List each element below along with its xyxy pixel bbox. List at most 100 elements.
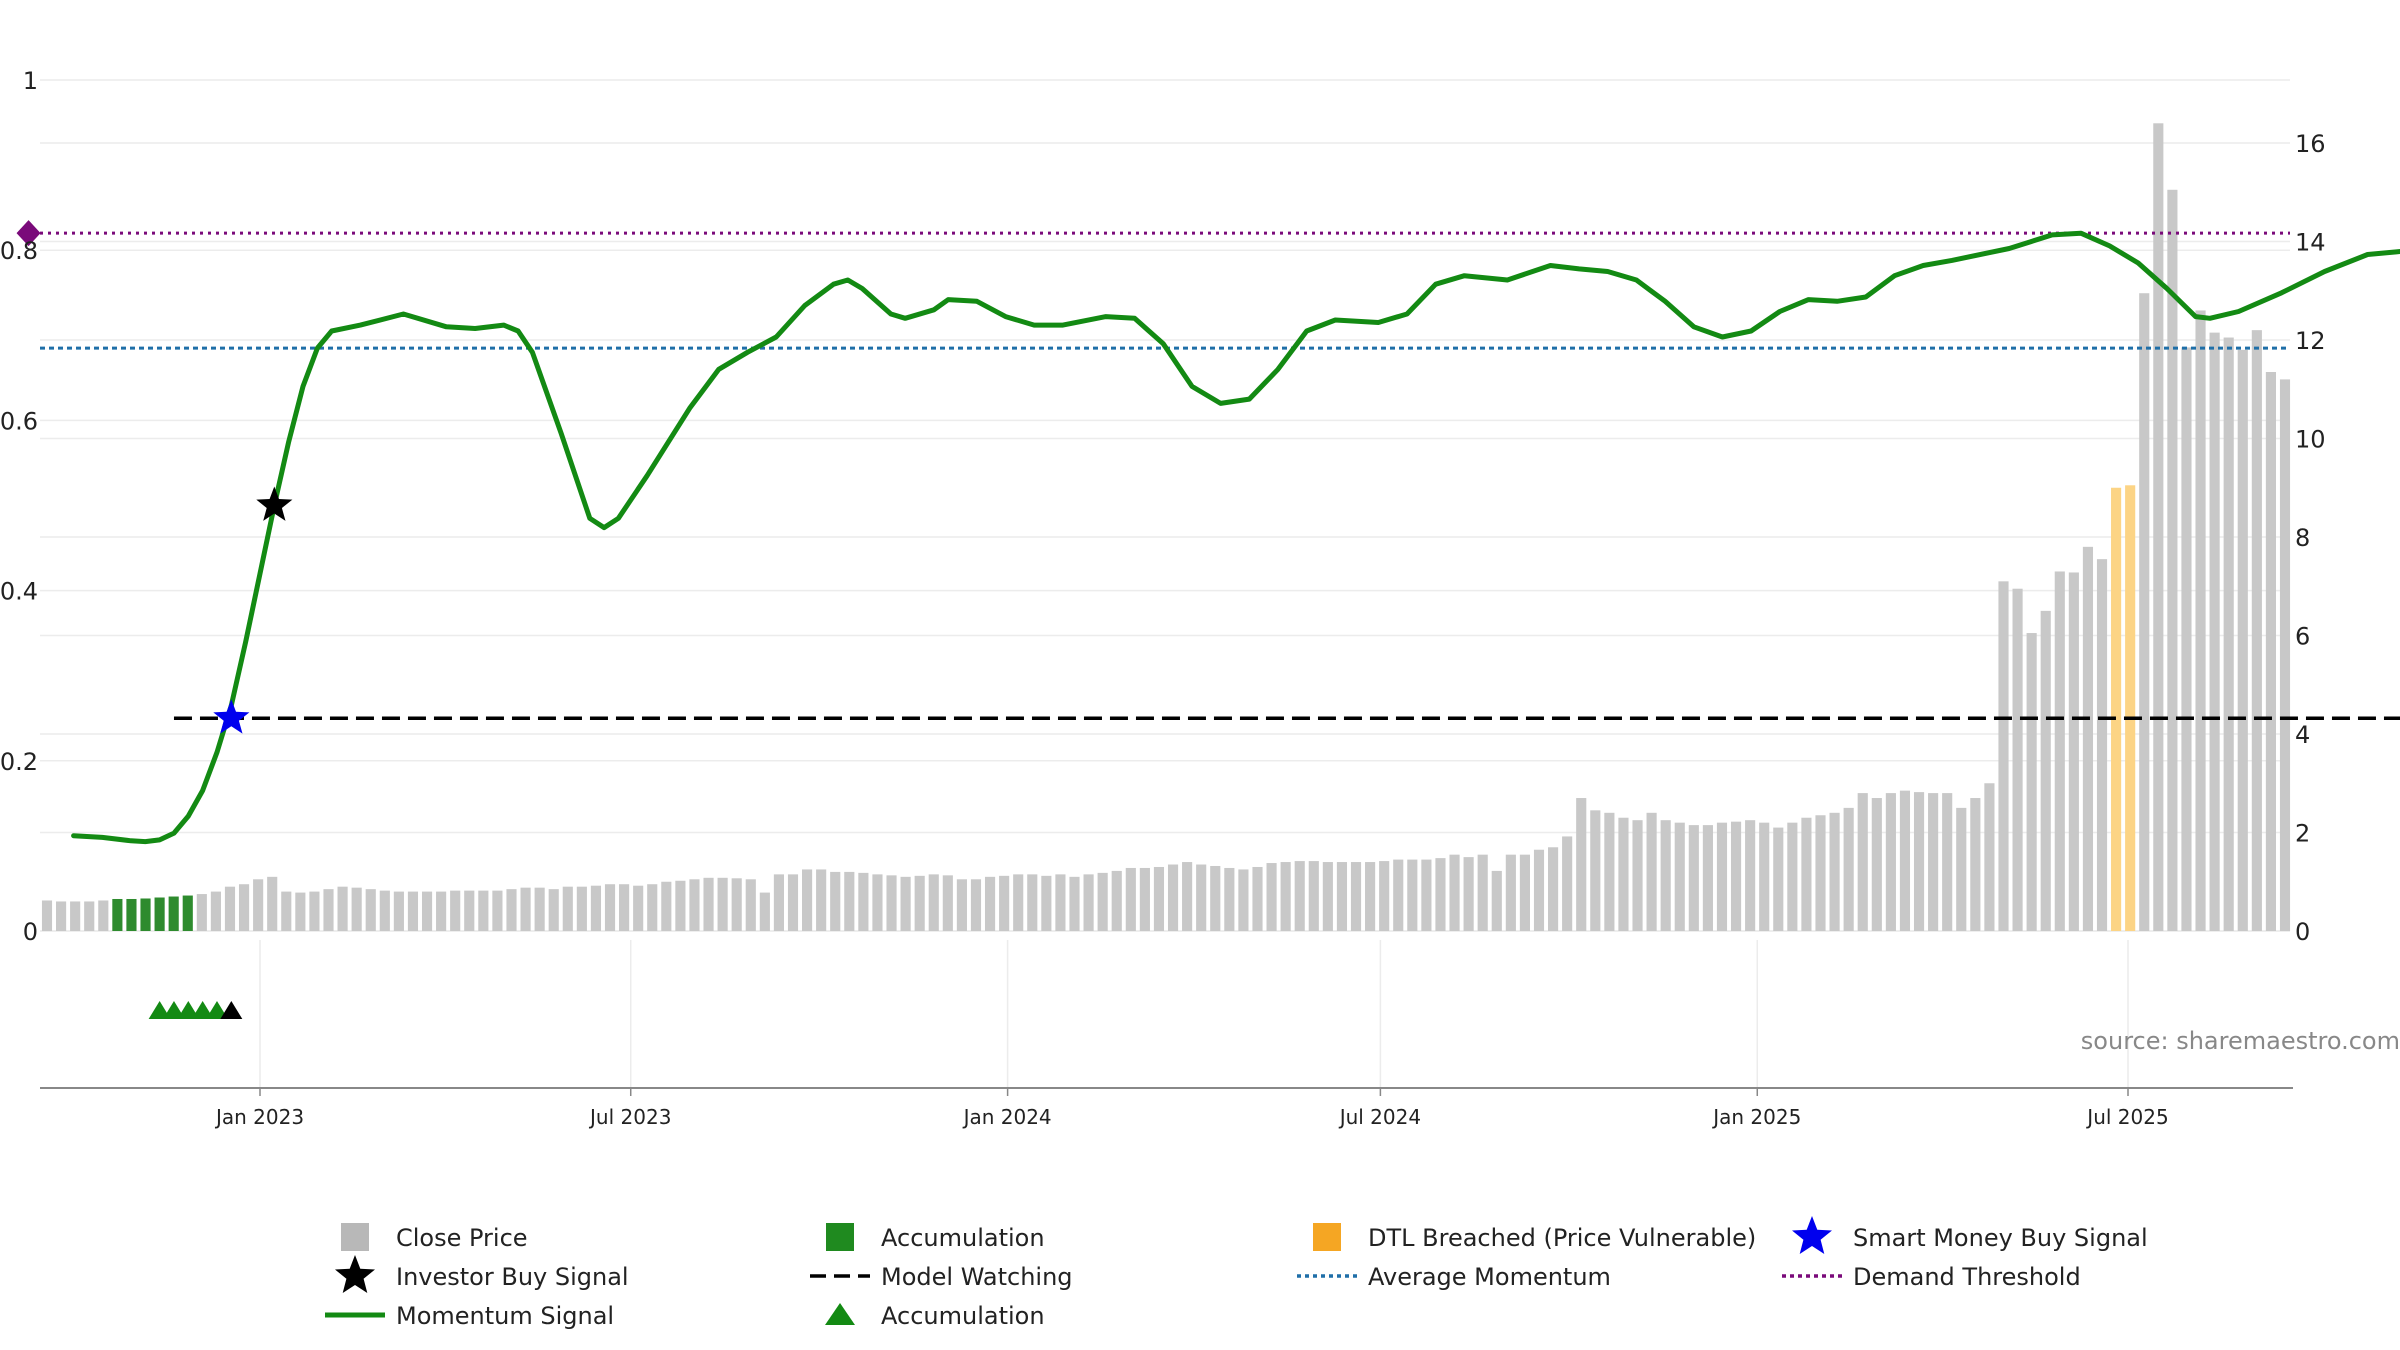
close-price-bar (1111, 870, 1122, 931)
legend-label: Momentum Signal (396, 1302, 614, 1330)
close-price-bar (41, 900, 53, 931)
left-tick-label: 0.4 (0, 578, 38, 606)
close-price-bar (2209, 332, 2220, 931)
grid-lines (40, 79, 2290, 1088)
close-price-bar (1308, 861, 1319, 931)
close-price-bar (787, 874, 799, 931)
close-price-bar (2223, 337, 2234, 932)
legend-label: Accumulation (881, 1302, 1045, 1330)
close-price-bar (534, 887, 545, 931)
close-price-bar (886, 875, 897, 931)
close-price-bar (1435, 858, 1446, 931)
close-price-bar (1421, 859, 1432, 931)
close-price-bar (1928, 793, 1939, 931)
close-price-bar (1083, 874, 1094, 931)
close-price-bar (675, 880, 686, 931)
close-price-bar (1956, 807, 1967, 931)
axes: Jan 2023 Jul 2023 Jan 2024 Jul 2024 Jan 2025… (0, 67, 2326, 1129)
close-price-bar (56, 901, 67, 931)
legend-label: Model Watching (881, 1263, 1073, 1291)
close-price-bar (1533, 849, 1545, 931)
legend-label: Accumulation (881, 1224, 1045, 1252)
momentum-signal-layer (71, 230, 2400, 845)
close-price-bar (126, 898, 137, 931)
right-tick-label: 0 (2295, 918, 2310, 946)
smart-money-buy-signal-star (213, 699, 250, 734)
legend-item: Close Price (341, 1223, 528, 1252)
close-price-bar (70, 901, 81, 931)
close-price-bar (1477, 854, 1488, 931)
close-price-bar (717, 877, 728, 931)
close-price-bar (619, 884, 630, 931)
close-price-bar (2153, 123, 2164, 932)
close-price-bar (337, 886, 348, 931)
left-tick-label: 0.2 (0, 748, 38, 776)
close-price-bar (1519, 854, 1530, 931)
close-price-bar (633, 885, 644, 931)
close-price-bar (323, 889, 334, 931)
close-price-bar (407, 891, 419, 931)
legend-star-smart-money-buy-signal (1792, 1216, 1832, 1254)
legend-label: Demand Threshold (1853, 1263, 2081, 1291)
legend-item: Momentum Signal (325, 1302, 614, 1330)
close-price-bar (802, 869, 813, 931)
close-price-bar (2040, 610, 2051, 931)
close-price-bar (84, 901, 95, 931)
close-price-bar (506, 889, 517, 931)
close-price-bar (872, 874, 883, 931)
legend-item: Investor Buy Signal (335, 1255, 629, 1293)
right-tick-label: 10 (2295, 426, 2326, 454)
legend-label: Close Price (396, 1224, 528, 1252)
accumulation-triangle (162, 1001, 185, 1019)
close-price-bar (928, 874, 939, 931)
close-price-bar (844, 871, 855, 931)
close-price-bar (1280, 862, 1291, 931)
close-price-bar (1843, 807, 1854, 931)
close-price-bar (224, 886, 236, 931)
close-price-bar (1913, 792, 1925, 931)
right-tick-label: 8 (2295, 524, 2310, 552)
legend-item: Smart Money Buy Signal (1792, 1216, 2148, 1254)
close-price-bar (576, 886, 587, 931)
close-price-bar (1604, 812, 1615, 931)
close-price-bar (731, 878, 742, 931)
legend-item: DTL Breached (Price Vulnerable) (1313, 1223, 1756, 1252)
close-price-bar (590, 885, 602, 931)
close-price-bar (281, 891, 292, 931)
close-price-bar (421, 891, 433, 931)
close-price-bar (830, 871, 841, 931)
close-price-bar (2082, 546, 2094, 931)
accumulation-triangle (205, 1001, 228, 1019)
close-price-bar (1139, 867, 1150, 931)
close-price-bar (1730, 821, 1742, 931)
close-price-bar (309, 891, 320, 931)
x-tick-label: Jul 2023 (588, 1105, 671, 1129)
close-price-bar (1069, 876, 1080, 931)
model-watching-triangle (220, 1001, 243, 1019)
close-price-bar (154, 897, 165, 931)
close-price-bar (1745, 820, 1756, 931)
close-price-bar (2139, 293, 2150, 931)
close-price-bar (1562, 836, 1573, 931)
close-price-bar (1688, 825, 1699, 931)
close-price-bar (661, 881, 672, 931)
right-tick-label: 14 (2295, 229, 2326, 257)
close-price-bar (1379, 861, 1390, 931)
close-price-bar (1716, 822, 1728, 931)
close-price-bar (1294, 861, 1305, 931)
close-price-bar (816, 869, 827, 931)
close-price-bar (1801, 817, 1812, 931)
close-price-bar (393, 891, 404, 931)
close-price-bar (2068, 572, 2079, 931)
legend-label: Investor Buy Signal (396, 1263, 629, 1291)
close-price-bar (1984, 783, 1995, 931)
close-price-bar (1998, 581, 2009, 931)
close-price-bar (956, 879, 967, 931)
close-price-bar (2054, 571, 2065, 931)
legend-item: Demand Threshold (1782, 1263, 2081, 1291)
legend-item: Average Momentum (1297, 1263, 1611, 1291)
close-price-bar (1871, 798, 1882, 931)
legend-label: Smart Money Buy Signal (1853, 1224, 2148, 1252)
close-price-bar (984, 876, 996, 931)
momentum-signal-line (71, 230, 2400, 845)
